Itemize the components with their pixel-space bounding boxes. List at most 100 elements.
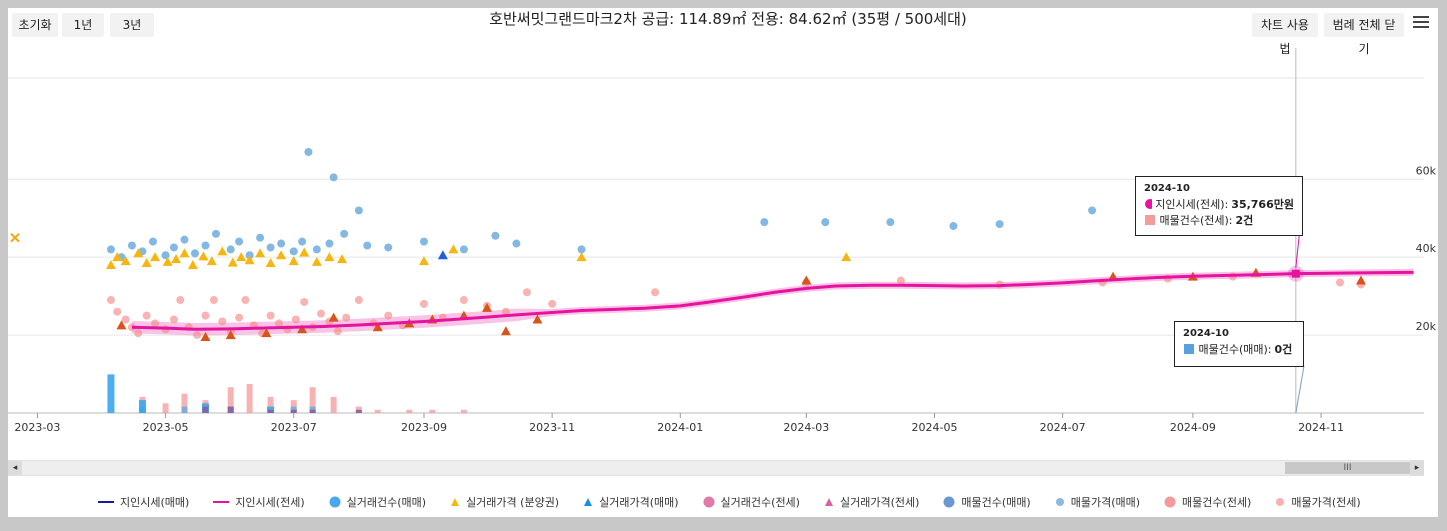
count-bar bbox=[227, 387, 234, 413]
presale-trade-point bbox=[337, 254, 348, 264]
chart-plot[interactable]: 20k 40k 60k 2023-03 2023-05 2023-07 2023-09 202… bbox=[8, 8, 1438, 460]
range-1y-button[interactable]: 1년 bbox=[62, 13, 104, 37]
reset-button[interactable]: 초기화 bbox=[12, 13, 58, 37]
listing-sale-point bbox=[266, 243, 275, 252]
listing-sale-point bbox=[127, 241, 136, 250]
legend-swatch-icon bbox=[824, 498, 833, 506]
listing-sale-point bbox=[1088, 206, 1097, 215]
x-tick-label: 2024-03 bbox=[783, 421, 829, 434]
range-3y-button[interactable]: 3년 bbox=[110, 13, 154, 37]
jeonse-trade-point bbox=[225, 330, 236, 340]
y-tick-label: 60k bbox=[1416, 164, 1437, 177]
presale-trade-point bbox=[179, 248, 190, 258]
count-bar bbox=[181, 406, 188, 413]
legend-item[interactable]: 실거래가격 (분양권) bbox=[450, 492, 559, 512]
presale-trade-point bbox=[448, 244, 459, 254]
tooltip-date: 2024-10 bbox=[1183, 328, 1229, 339]
x-tick-label: 2024-07 bbox=[1040, 421, 1086, 434]
listing-sale-point bbox=[886, 218, 895, 227]
legend-item[interactable]: 지인시세(전세) bbox=[213, 492, 305, 512]
chart-frame: 초기화 1년 3년 호반써밋그랜드마크2차 공급: 114.89㎡ 전용: 84… bbox=[8, 8, 1438, 517]
listing-jeonse-point bbox=[291, 315, 300, 324]
x-tick-label: 2024-11 bbox=[1298, 421, 1344, 434]
legend-item[interactable]: 매물가격(매매) bbox=[1055, 492, 1140, 512]
listing-jeonse-point bbox=[142, 311, 151, 320]
legend-item[interactable]: 실거래가격(매매) bbox=[583, 492, 679, 512]
x-tick-label: 2024-01 bbox=[657, 421, 703, 434]
scroll-right-button[interactable]: ▸ bbox=[1410, 461, 1424, 475]
tooltip-value: 35,766만원 bbox=[1231, 198, 1294, 211]
legend-item[interactable]: 실거래가격(전세) bbox=[824, 492, 919, 512]
tooltip-value: 0건 bbox=[1274, 343, 1293, 356]
presale-trade-point bbox=[418, 256, 429, 266]
listing-sale-point bbox=[190, 249, 199, 258]
tooltip-sale: 2024-10 매물건수(매매): 0건 bbox=[1174, 321, 1304, 367]
listing-sale-point bbox=[169, 243, 178, 252]
jeonse-trade-point bbox=[1355, 275, 1366, 285]
listing-jeonse-point bbox=[121, 315, 130, 324]
listing-sale-point bbox=[995, 220, 1004, 229]
legend-item[interactable]: 매물건수(전세) bbox=[1164, 492, 1251, 512]
listing-jeonse-point bbox=[651, 288, 660, 297]
presale-trade-point bbox=[236, 252, 247, 262]
count-bar bbox=[138, 400, 146, 413]
legend-item[interactable]: 매물건수(매매) bbox=[943, 492, 1031, 512]
listing-jeonse-point bbox=[459, 296, 468, 305]
count-bar bbox=[355, 409, 362, 413]
tooltip-jeonse: 2024-10 지인시세(전세): 35,766만원 매물건수(전세): 2건 bbox=[1135, 176, 1303, 236]
presale-trade-point bbox=[141, 258, 152, 268]
presale-trade-point bbox=[841, 252, 852, 262]
listing-sale-point bbox=[419, 237, 428, 246]
legend-swatch-icon bbox=[1164, 496, 1176, 508]
presale-trade-point bbox=[150, 252, 161, 262]
legend-item[interactable]: 실거래건수(매매) bbox=[329, 492, 426, 512]
legend-label: 실거래건수(매매) bbox=[346, 496, 427, 509]
tooltip-square-icon bbox=[1145, 215, 1155, 225]
scroll-thumb[interactable]: III bbox=[1285, 462, 1410, 474]
legend-item[interactable]: 실거래건수(전세) bbox=[703, 492, 800, 512]
presale-trade-point bbox=[120, 256, 131, 266]
listing-jeonse-point bbox=[266, 311, 275, 320]
legend-swatch-icon bbox=[213, 501, 230, 503]
legend-label: 지인시세(전세) bbox=[235, 496, 305, 509]
chart-legend: 지인시세(매매) 지인시세(전세) 실거래건수(매매) 실거래가격 (분양권) 실거래가… bbox=[98, 492, 1385, 512]
tooltip-circle-icon bbox=[1145, 199, 1152, 209]
listing-jeonse-point bbox=[218, 317, 227, 326]
listing-jeonse-point bbox=[419, 299, 428, 308]
listing-sale-point bbox=[491, 231, 500, 240]
legend-swatch-icon bbox=[1055, 498, 1064, 506]
presale-trade-point bbox=[265, 258, 276, 268]
legend-close-button[interactable]: 범례 전체 닫기 bbox=[1324, 13, 1404, 56]
jeonse-price-line bbox=[131, 270, 1414, 331]
listing-jeonse-point bbox=[548, 299, 557, 308]
count-bar bbox=[202, 406, 209, 413]
listing-sale-point bbox=[148, 237, 157, 246]
listing-jeonse-point bbox=[169, 315, 178, 324]
hamburger-icon[interactable] bbox=[1413, 16, 1429, 30]
legend-item[interactable]: 매물가격(전세) bbox=[1275, 492, 1361, 512]
listing-sale-point bbox=[180, 235, 189, 244]
chart-help-button[interactable]: 차트 사용법 bbox=[1252, 13, 1318, 56]
listing-sale-point bbox=[325, 239, 334, 248]
listing-jeonse-point bbox=[113, 307, 122, 316]
legend-item[interactable]: 지인시세(매매) bbox=[98, 492, 189, 512]
horizontal-scrollbar[interactable]: ◂ III ▸ bbox=[8, 460, 1424, 476]
presale-trade-point bbox=[255, 248, 266, 258]
count-bar bbox=[330, 396, 337, 413]
listing-sale-point bbox=[340, 229, 349, 238]
tooltip-label: 매물건수(매매): bbox=[1198, 343, 1272, 356]
listing-jeonse-point bbox=[342, 313, 351, 322]
scroll-left-button[interactable]: ◂ bbox=[8, 461, 22, 475]
count-bar bbox=[374, 409, 381, 413]
presale-trade-point bbox=[576, 252, 587, 262]
tooltip-label: 매물건수(전세): bbox=[1159, 214, 1233, 227]
legend-swatch-icon bbox=[943, 496, 955, 508]
listing-sale-point bbox=[289, 247, 298, 256]
listing-sale-point bbox=[277, 239, 286, 248]
legend-label: 매물가격(전세) bbox=[1291, 496, 1361, 509]
jeonse-trade-point bbox=[500, 326, 511, 336]
x-tick-label: 2023-11 bbox=[529, 421, 575, 434]
listing-jeonse-point bbox=[317, 309, 326, 318]
listing-sale-point bbox=[312, 245, 321, 254]
listing-sale-point bbox=[106, 245, 115, 254]
